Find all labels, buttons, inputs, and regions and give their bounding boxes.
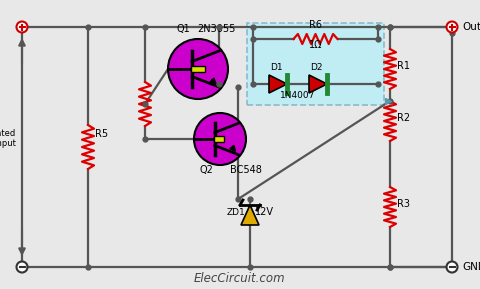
Circle shape [446,21,457,32]
Circle shape [16,21,27,32]
Text: BC548: BC548 [230,165,262,175]
Text: 2N3055: 2N3055 [197,24,235,34]
Circle shape [168,39,228,99]
Text: Input: Input [0,138,16,147]
FancyBboxPatch shape [247,23,384,105]
Text: D2: D2 [310,63,322,72]
Polygon shape [309,75,327,93]
Circle shape [194,113,246,165]
Text: Q1: Q1 [176,24,190,34]
Text: R5: R5 [95,129,108,139]
Circle shape [16,262,27,273]
Text: Unregulated: Unregulated [0,129,16,138]
Text: 1N4007: 1N4007 [280,91,316,100]
Text: R2: R2 [397,113,410,123]
Text: Q2: Q2 [199,165,213,175]
Polygon shape [269,75,287,93]
Text: GND: GND [462,262,480,272]
Text: R3: R3 [397,199,410,209]
Polygon shape [241,205,259,225]
Text: 12V: 12V [255,207,274,217]
Circle shape [446,262,457,273]
Text: ElecCircuit.com: ElecCircuit.com [194,273,286,286]
Bar [192,66,205,72]
Bar [214,136,224,142]
Text: D1: D1 [270,63,282,72]
Text: R6: R6 [309,20,322,30]
Text: ZD1: ZD1 [226,208,245,217]
Text: R1: R1 [397,61,410,71]
Text: Output: Output [462,22,480,32]
Text: 1Ω: 1Ω [309,40,322,50]
